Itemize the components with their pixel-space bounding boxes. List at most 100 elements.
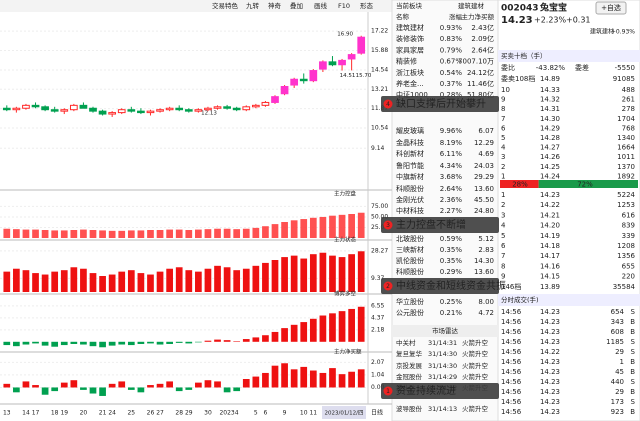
book-level: 7 (501, 115, 505, 123)
x-tick-label: 27 (156, 410, 164, 417)
indicator-bar (329, 215, 336, 238)
x-tick-label: 13 (3, 410, 11, 417)
indicator-bar (204, 380, 212, 388)
indicator-bar (204, 340, 212, 342)
candle-body (156, 109, 164, 112)
indicator-bar (127, 387, 135, 390)
column-header: 主力净买额 (462, 12, 495, 21)
trade-qty: 440 (611, 378, 624, 386)
book-price: 13.89 (540, 283, 560, 291)
book-price: 14.26 (540, 153, 561, 161)
y-tick-label: 6.55 (371, 302, 385, 309)
book-price: 14.33 (540, 86, 560, 94)
book-price: 14.30 (540, 115, 560, 123)
toolbar-item: F10 (338, 2, 350, 10)
indicator-bar (89, 273, 97, 292)
panel-title: 博弈多空 (334, 290, 357, 298)
candle-body (328, 61, 337, 66)
indicator-bar (300, 219, 308, 238)
stock-cell: 公元股份 (396, 308, 424, 317)
indicator-bar (214, 381, 221, 388)
x-tick-label: 11 (309, 410, 317, 417)
add-watchlist-button[interactable] (595, 1, 627, 15)
y-tick-label: 75.00 (371, 203, 388, 210)
indicator-bar (32, 273, 39, 292)
x-tick-label: 18 (51, 410, 59, 417)
indicator-bar (348, 308, 355, 342)
stock-cell: 8.00 (478, 298, 494, 306)
indicator-bar (300, 366, 308, 388)
book-level: 1 (501, 172, 505, 180)
indicator-bar (290, 220, 298, 238)
trade-price: 14.23 (540, 368, 560, 376)
trade-price: 14.23 (540, 408, 560, 416)
indicator-bar (309, 318, 317, 342)
book-level: 9 (501, 96, 505, 104)
stock-cell: 耀皮玻璃 (396, 126, 424, 135)
radar-time: 31/14:30 (428, 350, 457, 358)
indicator-bar (262, 335, 269, 342)
book-level: 4 (501, 222, 506, 230)
badge (381, 217, 499, 233)
book-qty: 1356 (617, 252, 635, 260)
stock-cell: 6.11% (440, 150, 463, 158)
book-price: 14.28 (540, 134, 560, 142)
sector-cell: 装修装饰 (396, 34, 424, 43)
sector-cell: 0.54% (440, 69, 463, 77)
y-tick-label: 9.14 (371, 145, 385, 152)
indicator-bar (32, 229, 39, 238)
indicator-bar (147, 385, 154, 388)
indicator-bar (41, 230, 49, 238)
indicator-bar (156, 383, 164, 388)
indicator-bar (214, 339, 221, 342)
stock-cell: 中材科技 (396, 206, 424, 215)
badge (381, 96, 499, 112)
indicator-bar (242, 339, 250, 342)
right-panel-bg (497, 0, 640, 421)
x-tick-label: 20 (80, 410, 88, 417)
indicator-bar (252, 376, 260, 388)
trade-time: 14:56 (501, 328, 522, 336)
indicator-bar (175, 267, 183, 292)
stock-cell: 13.60 (474, 268, 494, 276)
trade-time: 14:56 (501, 368, 522, 376)
x-tick-label: 25 (127, 410, 135, 417)
indicator-bar (41, 341, 49, 346)
trade-side: S (631, 348, 636, 356)
candle-body (299, 78, 308, 82)
radar-time: 31/14:29 (428, 373, 457, 381)
indicator-bar (22, 270, 30, 292)
book-price: 14.15 (540, 273, 560, 281)
candle-body (79, 104, 88, 109)
candle-body (69, 104, 78, 111)
radar-name: 京投发展 (396, 361, 423, 370)
stock-cell: 2.36% (440, 196, 463, 204)
book-qty: 616 (622, 211, 636, 219)
indicator-bar (348, 214, 355, 238)
indicator-bar (147, 341, 154, 344)
toolbar-item: 神奇 (268, 1, 282, 10)
radar-name: 波导股份 (396, 404, 423, 413)
change: +0.31 (566, 16, 591, 25)
indicator-bar (233, 270, 241, 292)
x-tick-label: 29 (185, 410, 193, 417)
sector-cell: 0.67% (440, 58, 463, 66)
indicator-bar (137, 341, 145, 344)
trade-qty: 654 (611, 308, 625, 316)
price-annotation: 12.13 (201, 110, 217, 116)
book-level: 9 (501, 273, 505, 281)
toolbar-bg (0, 0, 392, 12)
trade-qty: 1185 (606, 338, 624, 346)
book-level: 7 (501, 252, 505, 260)
book-qty: 768 (622, 124, 635, 132)
indicator-bar (3, 341, 11, 346)
indicator-bar (70, 230, 78, 238)
indicator-bar (262, 372, 269, 388)
badge-dot (383, 220, 393, 230)
x-tick-label: 26 (147, 410, 155, 417)
book-qty: 1664 (617, 144, 635, 152)
badge-dot (383, 386, 393, 396)
indicator-bar (252, 265, 260, 292)
indicator-bar (118, 341, 126, 345)
current-date-bg (322, 406, 366, 419)
